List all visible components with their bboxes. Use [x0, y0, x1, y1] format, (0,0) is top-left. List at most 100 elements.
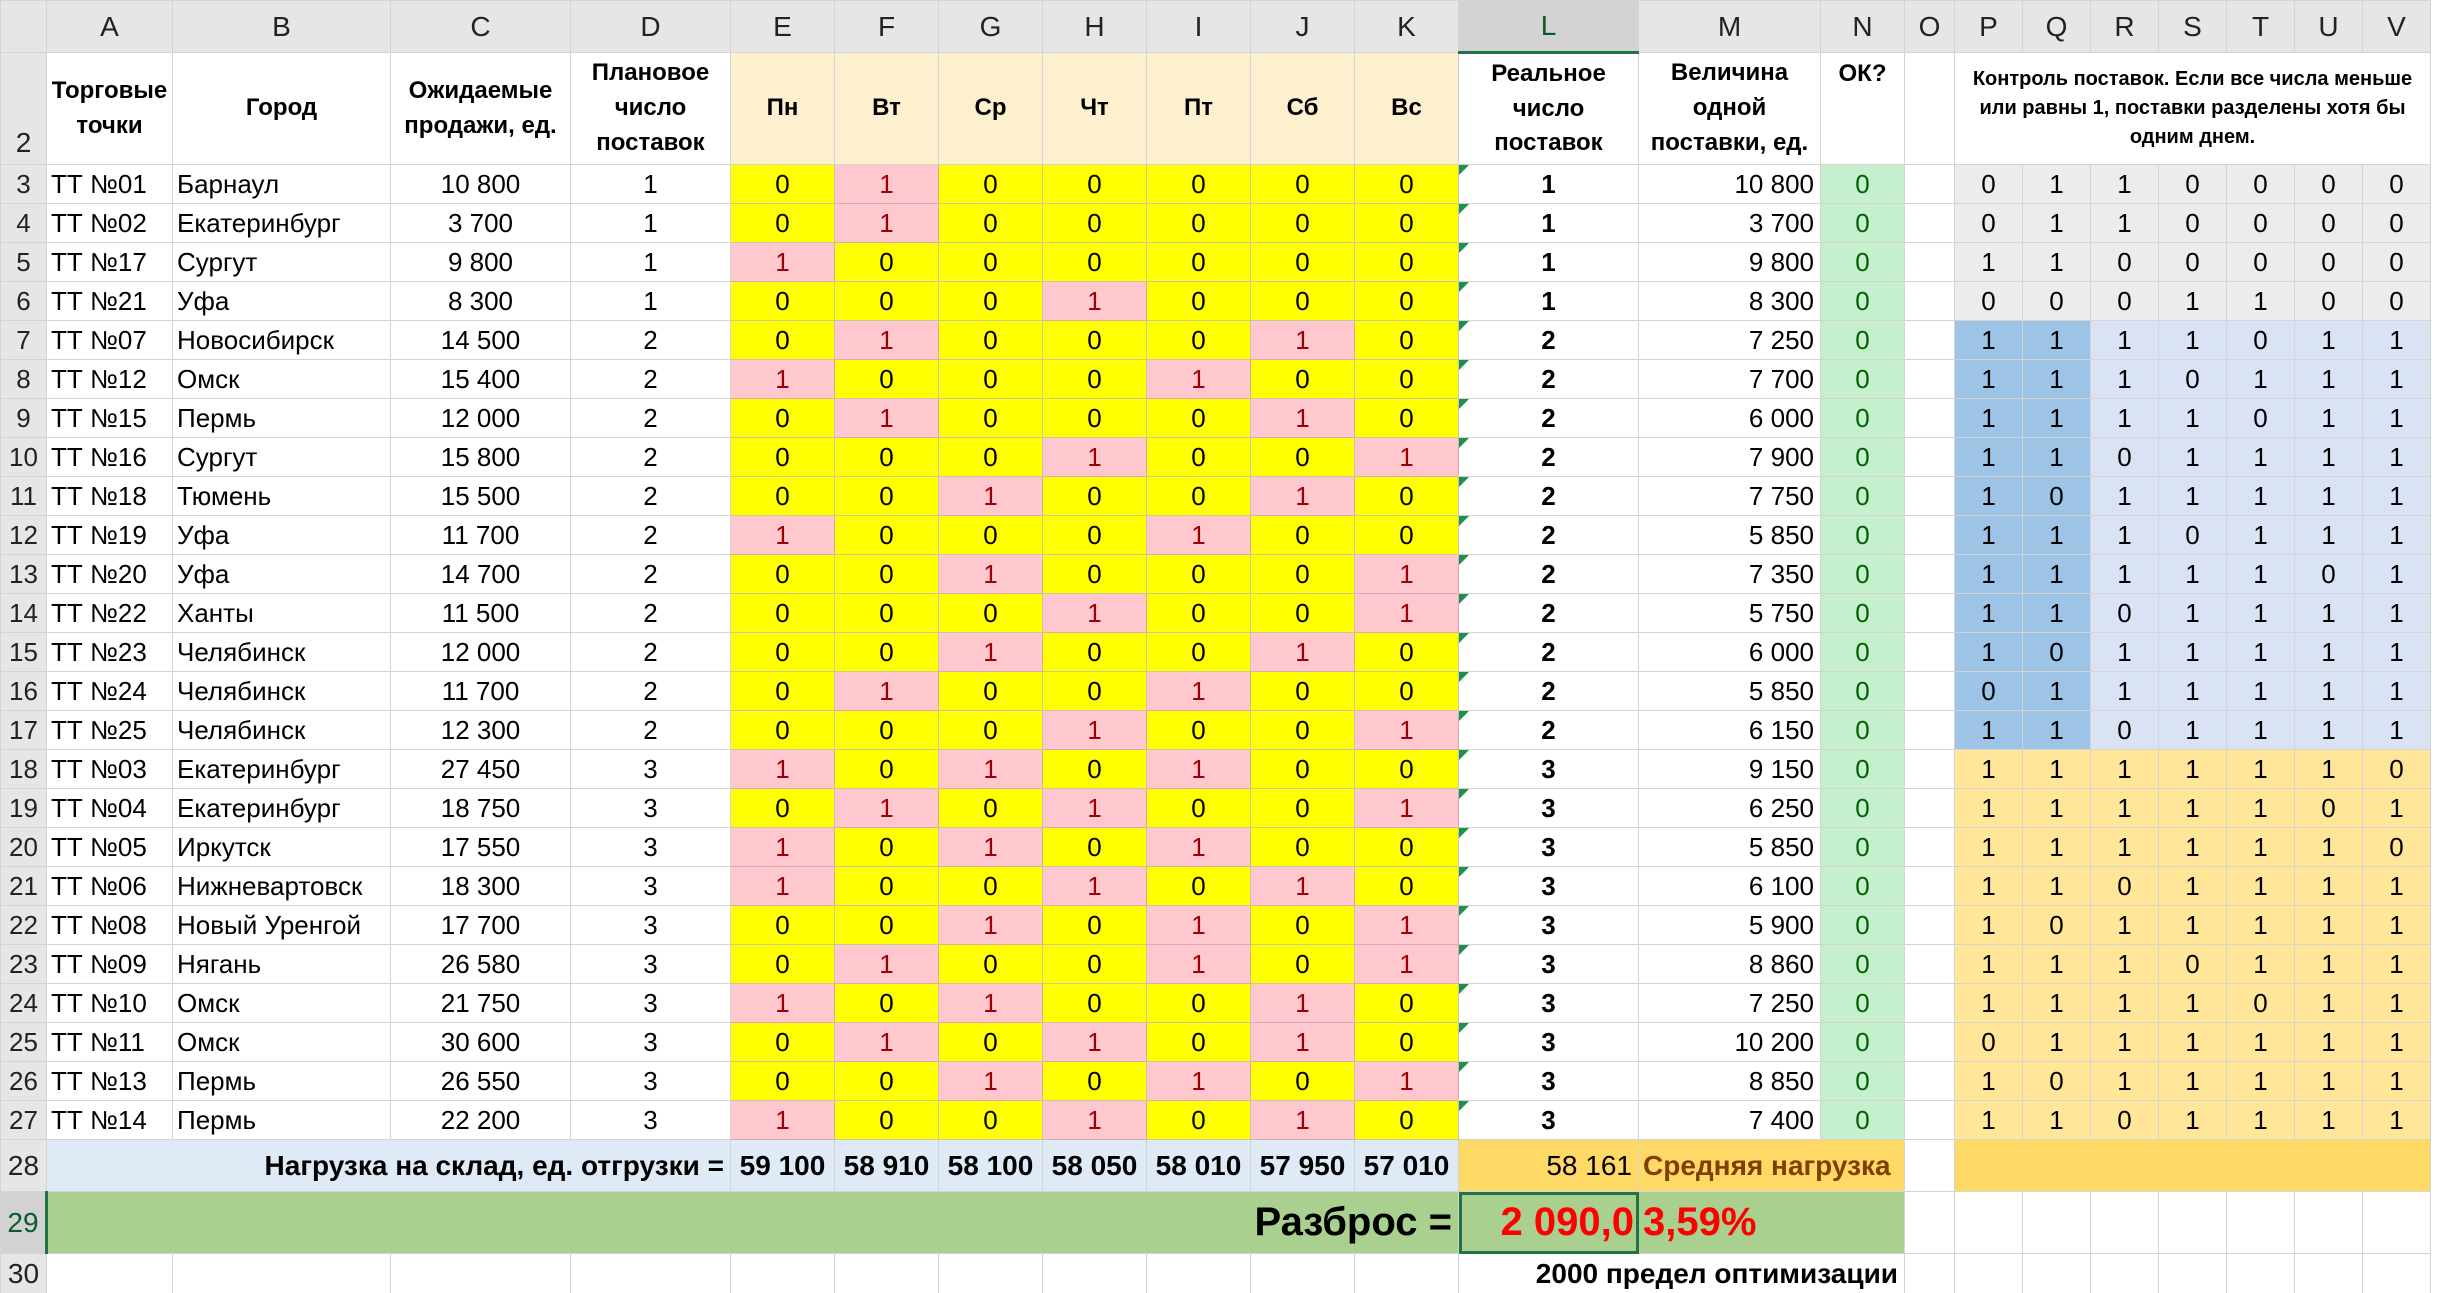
ok-cell[interactable]: 0: [1820, 1100, 1905, 1140]
control-cell[interactable]: 1: [2022, 164, 2091, 204]
select-all-corner[interactable]: [0, 0, 47, 53]
control-cell[interactable]: 1: [2226, 671, 2295, 711]
delivery-size-cell[interactable]: 6 000: [1638, 632, 1821, 672]
day-cell-tue[interactable]: 0: [834, 827, 939, 867]
ok-cell[interactable]: 0: [1820, 281, 1905, 321]
day-cell-mon[interactable]: 1: [730, 983, 835, 1023]
ok-cell[interactable]: 0: [1820, 866, 1905, 906]
control-cell[interactable]: 1: [2158, 437, 2227, 477]
day-cell-fri[interactable]: 1: [1146, 671, 1251, 711]
day-cell-tue[interactable]: 0: [834, 515, 939, 555]
day-cell-thu[interactable]: 0: [1042, 554, 1147, 594]
day-cell-thu[interactable]: 0: [1042, 632, 1147, 672]
day-cell-fri[interactable]: 0: [1146, 983, 1251, 1023]
plan-cell[interactable]: 1: [570, 281, 731, 321]
plan-cell[interactable]: 3: [570, 1100, 731, 1140]
control-cell[interactable]: 1: [2226, 437, 2295, 477]
ok-cell[interactable]: 0: [1820, 788, 1905, 828]
control-cell[interactable]: 0: [2226, 983, 2295, 1023]
delivery-size-cell[interactable]: 6 000: [1638, 398, 1821, 438]
control-cell[interactable]: 1: [1954, 398, 2023, 438]
day-cell-thu[interactable]: 1: [1042, 788, 1147, 828]
day-cell-wed[interactable]: 0: [938, 242, 1043, 282]
day-cell-wed[interactable]: 1: [938, 632, 1043, 672]
control-cell[interactable]: 1: [2090, 983, 2159, 1023]
column-header-v[interactable]: V: [2362, 0, 2431, 53]
delivery-size-cell[interactable]: 7 250: [1638, 983, 1821, 1023]
empty-cell[interactable]: [2090, 1253, 2159, 1293]
city-cell[interactable]: Омск: [172, 1022, 391, 1062]
empty-cell[interactable]: [2226, 1191, 2295, 1254]
control-cell[interactable]: 1: [2158, 320, 2227, 360]
control-cell[interactable]: 1: [2090, 944, 2159, 984]
day-cell-wed[interactable]: 0: [938, 164, 1043, 204]
control-cell[interactable]: 1: [2158, 593, 2227, 633]
shop-cell[interactable]: ТТ №13: [46, 1061, 173, 1101]
day-cell-tue[interactable]: 0: [834, 1061, 939, 1101]
column-header-t[interactable]: T: [2226, 0, 2295, 53]
control-cell[interactable]: 1: [2090, 749, 2159, 789]
control-cell[interactable]: 1: [2158, 1022, 2227, 1062]
delivery-size-cell[interactable]: 9 800: [1638, 242, 1821, 282]
day-cell-wed[interactable]: 1: [938, 983, 1043, 1023]
control-cell[interactable]: 1: [2294, 476, 2363, 516]
day-cell-sun[interactable]: 1: [1354, 437, 1459, 477]
sales-cell[interactable]: 12 300: [390, 710, 571, 750]
control-cell[interactable]: 1: [2158, 749, 2227, 789]
control-cell[interactable]: 1: [2022, 359, 2091, 399]
sales-cell[interactable]: 11 700: [390, 515, 571, 555]
city-cell[interactable]: Сургут: [172, 242, 391, 282]
delivery-size-cell[interactable]: 6 150: [1638, 710, 1821, 750]
control-cell[interactable]: 1: [2226, 710, 2295, 750]
ok-cell[interactable]: 0: [1820, 359, 1905, 399]
day-cell-sun[interactable]: 0: [1354, 1100, 1459, 1140]
shop-cell[interactable]: ТТ №09: [46, 944, 173, 984]
city-cell[interactable]: Тюмень: [172, 476, 391, 516]
day-cell-sun[interactable]: 1: [1354, 788, 1459, 828]
sales-cell[interactable]: 21 750: [390, 983, 571, 1023]
control-cell[interactable]: 1: [2226, 1022, 2295, 1062]
day-cell-mon[interactable]: 0: [730, 203, 835, 243]
day-cell-wed[interactable]: 0: [938, 203, 1043, 243]
day-cell-wed[interactable]: 1: [938, 827, 1043, 867]
row-header[interactable]: 30: [0, 1253, 47, 1293]
empty-cell[interactable]: [1904, 437, 1955, 477]
day-cell-thu[interactable]: 0: [1042, 944, 1147, 984]
control-cell[interactable]: 1: [2090, 398, 2159, 438]
row-header[interactable]: 5: [0, 242, 47, 282]
day-cell-tue[interactable]: 0: [834, 281, 939, 321]
empty-cell[interactable]: [1954, 1191, 2023, 1254]
control-cell[interactable]: 1: [2022, 398, 2091, 438]
control-cell[interactable]: 1: [2022, 515, 2091, 555]
plan-cell[interactable]: 3: [570, 1061, 731, 1101]
day-cell-thu[interactable]: 0: [1042, 203, 1147, 243]
header-day-thu[interactable]: Чт: [1042, 52, 1147, 165]
control-cell[interactable]: 1: [2158, 866, 2227, 906]
delivery-size-cell[interactable]: 7 250: [1638, 320, 1821, 360]
day-cell-tue[interactable]: 0: [834, 593, 939, 633]
plan-cell[interactable]: 3: [570, 905, 731, 945]
ok-cell[interactable]: 0: [1820, 164, 1905, 204]
control-cell[interactable]: 1: [2294, 905, 2363, 945]
real-deliveries-cell[interactable]: 3: [1458, 944, 1639, 984]
ok-cell[interactable]: 0: [1820, 671, 1905, 711]
real-deliveries-cell[interactable]: 2: [1458, 476, 1639, 516]
real-deliveries-cell[interactable]: 3: [1458, 1100, 1639, 1140]
control-cell[interactable]: 1: [2090, 827, 2159, 867]
control-cell[interactable]: 1: [2362, 398, 2431, 438]
day-cell-mon[interactable]: 1: [730, 1100, 835, 1140]
shop-cell[interactable]: ТТ №19: [46, 515, 173, 555]
control-cell[interactable]: 1: [2362, 1022, 2431, 1062]
day-cell-tue[interactable]: 1: [834, 164, 939, 204]
control-cell[interactable]: 0: [2022, 905, 2091, 945]
control-cell[interactable]: 1: [2022, 554, 2091, 594]
day-cell-fri[interactable]: 0: [1146, 437, 1251, 477]
plan-cell[interactable]: 1: [570, 203, 731, 243]
city-cell[interactable]: Новосибирск: [172, 320, 391, 360]
plan-cell[interactable]: 2: [570, 398, 731, 438]
sales-cell[interactable]: 15 800: [390, 437, 571, 477]
day-cell-sun[interactable]: 1: [1354, 593, 1459, 633]
control-cell[interactable]: 1: [1954, 1100, 2023, 1140]
control-cell[interactable]: 0: [1954, 281, 2023, 321]
day-cell-tue[interactable]: 1: [834, 788, 939, 828]
